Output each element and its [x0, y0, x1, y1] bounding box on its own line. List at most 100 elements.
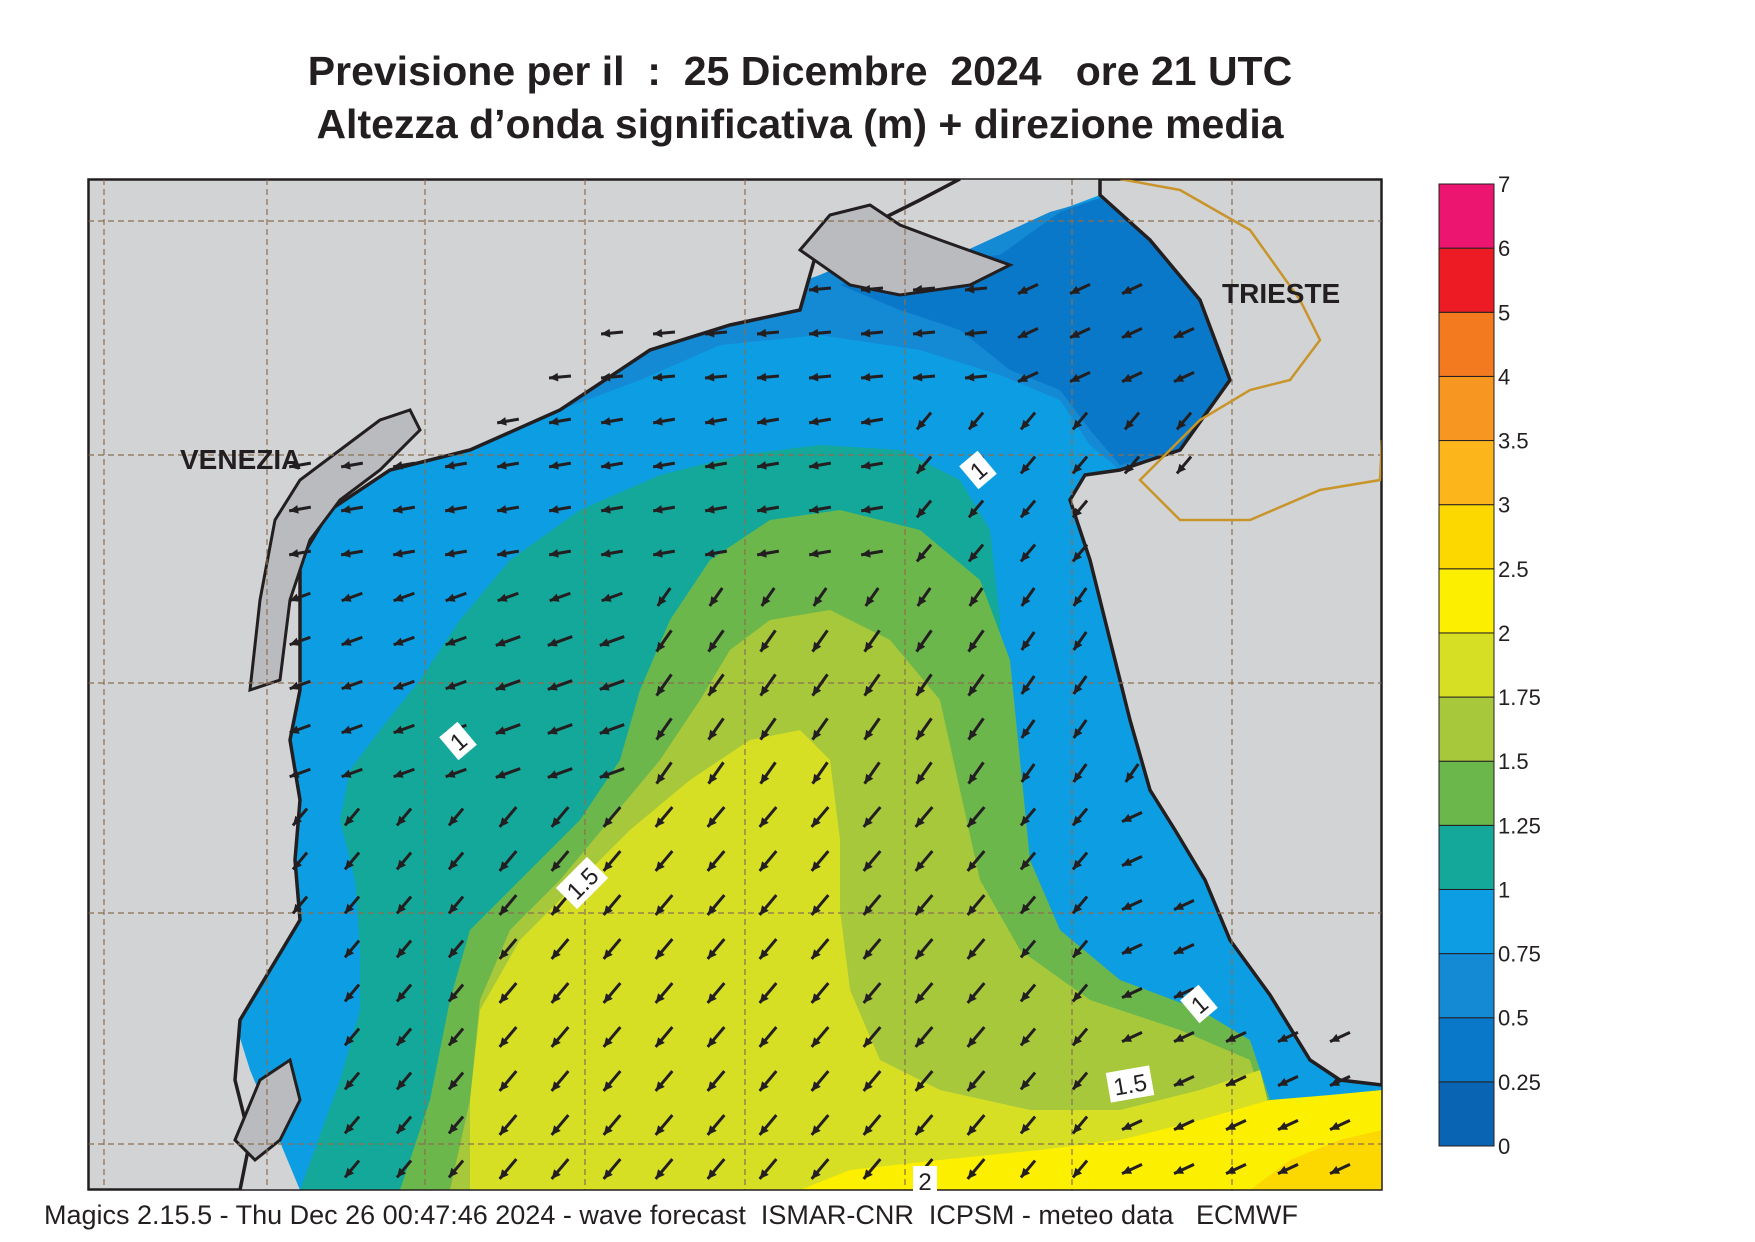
- wave-direction-arrowhead: [601, 461, 611, 470]
- wave-direction-arrowhead: [1070, 285, 1081, 294]
- wave-direction-arrowhead: [499, 1169, 509, 1179]
- colorbar-tick-label: 3.5: [1498, 429, 1529, 454]
- wave-direction-arrowhead: [1330, 1165, 1341, 1174]
- wave-direction-arrowhead: [705, 461, 715, 470]
- colorbar-tick-label: 5: [1498, 300, 1510, 325]
- wave-direction-arrowhead: [812, 641, 822, 652]
- wave-direction-arrowhead: [499, 1081, 509, 1091]
- wave-direction-arrowhead: [1073, 728, 1083, 739]
- wave-direction-arrowhead: [709, 596, 719, 607]
- wave-direction-arrowhead: [603, 993, 613, 1003]
- wave-direction-arrowhead: [289, 769, 300, 778]
- wave-direction-arrowhead: [547, 726, 558, 735]
- wave-direction-arrowhead: [344, 947, 355, 958]
- wave-direction-arrowhead: [1122, 329, 1133, 338]
- colorbar-swatch: [1438, 504, 1495, 570]
- wave-direction-arrowhead: [1072, 991, 1083, 1002]
- wave-direction-arrowhead: [1072, 1035, 1083, 1046]
- wave-direction-arrowhead: [547, 770, 558, 779]
- wave-direction-arrowhead: [448, 1167, 459, 1178]
- wave-direction-arrowhead: [448, 903, 459, 914]
- colorbar-swatch: [1438, 375, 1495, 442]
- wave-direction-arrowhead: [811, 1169, 821, 1179]
- wave-direction-arrowhead: [759, 905, 769, 915]
- wave-direction-arrowhead: [761, 596, 771, 607]
- wave-direction-arrowhead: [757, 461, 767, 470]
- wave-direction-arrowhead: [968, 507, 979, 518]
- wave-direction-arrowhead: [603, 1081, 613, 1091]
- wave-direction-arrowhead: [967, 1125, 977, 1135]
- wave-direction-arrowhead: [344, 1079, 355, 1090]
- wave-direction-arrowhead: [861, 328, 871, 338]
- wave-direction-arrowhead: [656, 773, 666, 784]
- colorbar-tick-label: 6: [1498, 236, 1510, 261]
- wave-direction-arrowhead: [913, 328, 923, 338]
- wave-direction-arrowhead: [599, 726, 610, 735]
- wave-direction-arrowhead: [759, 1037, 769, 1047]
- wave-direction-arrowhead: [1072, 507, 1083, 518]
- wave-direction-arrowhead: [656, 685, 666, 696]
- wave-direction-arrowhead: [1122, 1165, 1133, 1174]
- wave-direction-arrowhead: [915, 1037, 925, 1047]
- wave-direction-arrowhead: [1073, 684, 1083, 695]
- wave-direction-arrowhead: [499, 1125, 509, 1135]
- wave-direction-arrowhead: [655, 817, 665, 827]
- wave-direction-arrowhead: [289, 637, 300, 646]
- wave-direction-arrowhead: [497, 593, 508, 602]
- wave-direction-arrowhead: [1018, 285, 1029, 294]
- colorbar-swatch: [1438, 824, 1495, 890]
- colorbar-tick-label: 1.5: [1498, 749, 1529, 774]
- wave-direction-arrowhead: [915, 949, 925, 959]
- wave-direction-arrowhead: [1125, 772, 1135, 783]
- wave-direction-arrowhead: [497, 461, 507, 470]
- wave-direction-arrowhead: [445, 505, 455, 514]
- wave-direction-arrowhead: [393, 769, 404, 778]
- wave-direction-arrowhead: [811, 905, 821, 915]
- wave-direction-arrowhead: [967, 949, 977, 959]
- wave-direction-arrowhead: [344, 991, 355, 1002]
- wave-direction-arrowhead: [809, 505, 819, 514]
- wave-direction-arrowhead: [601, 505, 611, 514]
- wave-direction-arrowhead: [913, 284, 923, 294]
- wave-direction-arrowhead: [1073, 772, 1083, 783]
- wave-direction-arrowhead: [861, 461, 871, 470]
- wave-direction-arrowhead: [396, 947, 407, 958]
- wave-direction-arrowhead: [495, 682, 506, 691]
- wave-direction-arrowhead: [448, 947, 459, 958]
- wave-direction-arrowhead: [1226, 1077, 1237, 1086]
- wave-direction-arrowhead: [601, 549, 611, 558]
- wave-direction-arrowhead: [863, 1081, 873, 1091]
- wave-direction-arrowhead: [812, 685, 822, 696]
- wave-direction-arrowhead: [445, 637, 456, 646]
- wave-direction-arrowhead: [653, 372, 663, 382]
- colorbar-tick-label: 4: [1498, 364, 1510, 389]
- wave-direction-arrowhead: [396, 1123, 407, 1134]
- wave-direction-arrowhead: [811, 1125, 821, 1135]
- wave-direction-arrowhead: [708, 641, 718, 652]
- wave-direction-arrowhead: [861, 372, 871, 382]
- wave-direction-arrowhead: [549, 417, 559, 426]
- wave-direction-arrowhead: [759, 993, 769, 1003]
- wave-direction-arrowhead: [341, 769, 352, 778]
- wave-direction-arrowhead: [1174, 329, 1185, 338]
- wave-direction-arrowhead: [707, 1125, 717, 1135]
- city-label-trieste: TRIESTE: [1222, 278, 1340, 309]
- svg-text:1.5: 1.5: [1111, 1069, 1149, 1101]
- wave-direction-arrowhead: [967, 1037, 977, 1047]
- contour-label: 1.5: [1105, 1065, 1155, 1103]
- wave-direction-arrowhead: [915, 993, 925, 1003]
- wave-direction-arrowhead: [551, 1081, 561, 1091]
- wave-direction-arrowhead: [341, 593, 352, 602]
- wave-direction-arrowhead: [1226, 1165, 1237, 1174]
- wave-direction-arrowhead: [655, 861, 665, 871]
- wave-direction-arrowhead: [759, 1081, 769, 1091]
- wave-direction-arrowhead: [1020, 991, 1031, 1002]
- wave-direction-arrowhead: [1020, 1035, 1031, 1046]
- colorbar-swatch: [1438, 247, 1495, 313]
- wave-direction-arrowhead: [1122, 989, 1133, 998]
- wave-direction-arrowhead: [917, 596, 927, 607]
- land-istria: [1068, 179, 1382, 1087]
- wave-direction-arrowhead: [969, 596, 979, 607]
- wave-direction-arrowhead: [1070, 373, 1081, 382]
- wave-direction-arrowhead: [965, 284, 975, 294]
